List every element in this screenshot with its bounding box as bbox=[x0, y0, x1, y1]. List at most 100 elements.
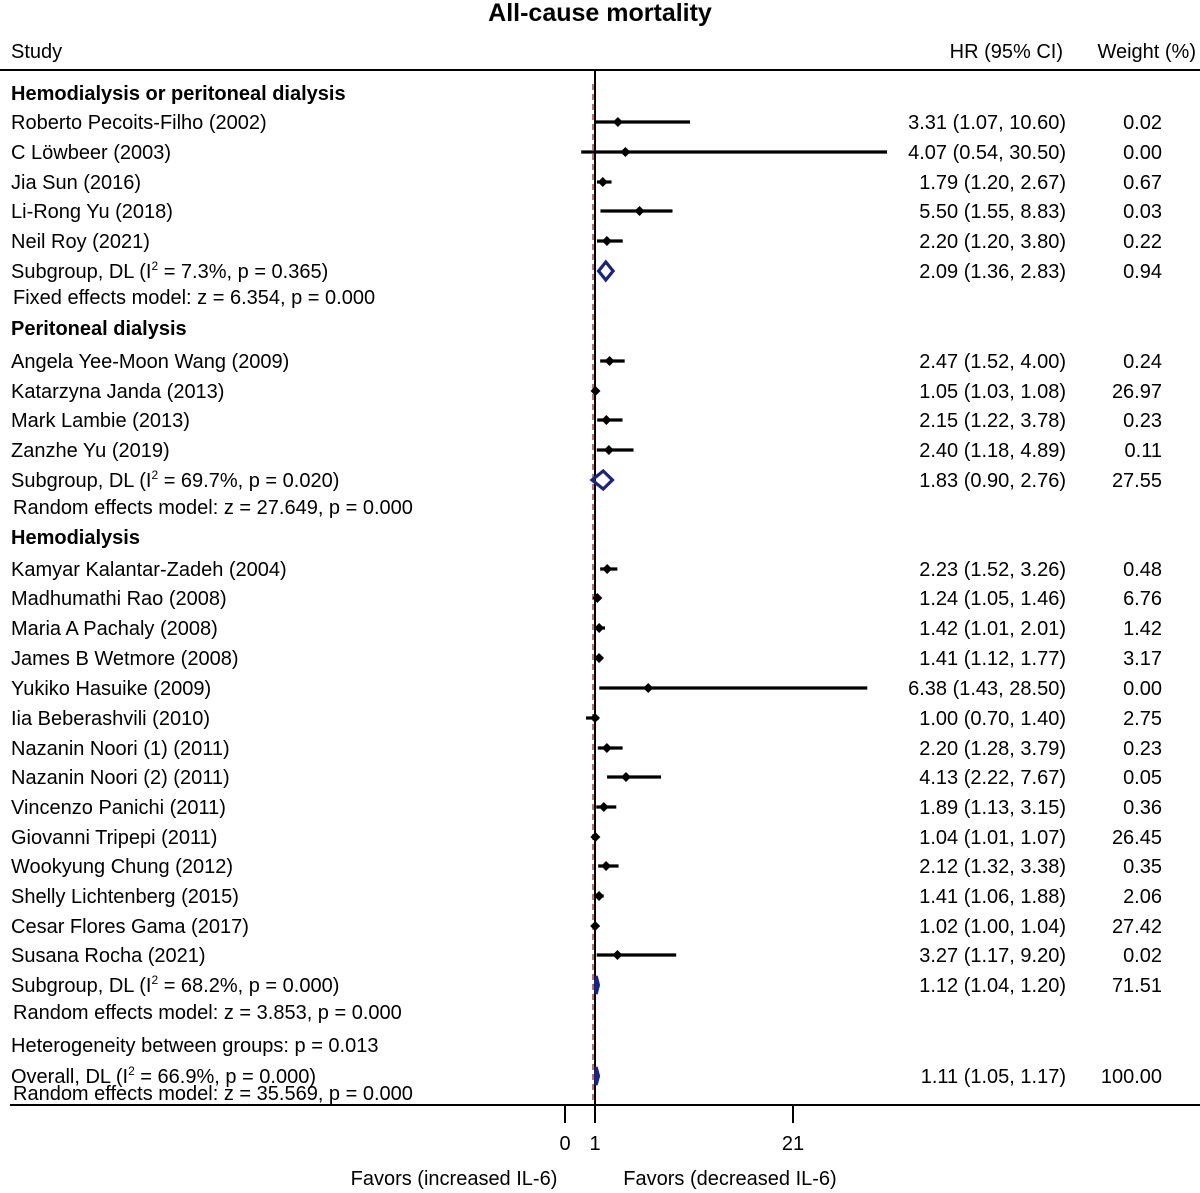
subgroup-label: Subgroup, DL (I2 = 69.7%, p = 0.020) bbox=[11, 468, 339, 492]
study-hr-ci: 5.50 (1.55, 8.83) bbox=[919, 201, 1066, 223]
chart-title: All-cause mortality bbox=[488, 0, 712, 27]
study-weight: 0.02 bbox=[1123, 945, 1162, 967]
study-weight: 26.97 bbox=[1112, 381, 1162, 403]
x-tick-label: 1 bbox=[589, 1133, 600, 1155]
study-weight: 27.42 bbox=[1112, 916, 1162, 938]
study-hr-ci: 1.79 (1.20, 2.67) bbox=[919, 172, 1066, 194]
point-estimate bbox=[598, 802, 609, 812]
study-label: Jia Sun (2016) bbox=[11, 172, 141, 194]
study-hr-ci: 4.07 (0.54, 30.50) bbox=[908, 142, 1066, 164]
study-hr-ci: 2.40 (1.18, 4.89) bbox=[919, 440, 1066, 462]
study-label: Shelly Lichtenberg (2015) bbox=[11, 886, 239, 908]
study-weight: 0.24 bbox=[1123, 351, 1162, 373]
group-heading: Hemodialysis or peritoneal dialysis bbox=[11, 83, 346, 105]
point-estimate bbox=[601, 415, 612, 425]
overall-hr-ci: 1.11 (1.05, 1.17) bbox=[921, 1066, 1066, 1088]
group-heading: Peritoneal dialysis bbox=[11, 318, 187, 340]
point-estimate bbox=[602, 564, 613, 574]
study-weight: 0.48 bbox=[1123, 559, 1162, 581]
study-weight: 1.42 bbox=[1123, 618, 1162, 640]
study-weight: 0.02 bbox=[1123, 112, 1162, 134]
study-label: Angela Yee-Moon Wang (2009) bbox=[11, 351, 289, 373]
study-label: Li-Rong Yu (2018) bbox=[11, 201, 173, 223]
pooled-diamond bbox=[589, 468, 615, 492]
study-label: Iia Beberashvili (2010) bbox=[11, 708, 210, 730]
study-label: Maria A Pachaly (2008) bbox=[11, 618, 218, 640]
subgroup-label: Subgroup, DL (I2 = 7.3%, p = 0.365) bbox=[11, 259, 328, 283]
model-statistic: Fixed effects model: z = 6.354, p = 0.00… bbox=[13, 287, 375, 309]
point-estimate bbox=[594, 653, 605, 663]
study-weight: 26.45 bbox=[1112, 827, 1162, 849]
favors-left-label: Favors (increased IL-6) bbox=[351, 1168, 558, 1190]
subgroup-weight: 0.94 bbox=[1123, 261, 1162, 283]
study-hr-ci: 1.00 (0.70, 1.40) bbox=[919, 708, 1066, 730]
study-hr-ci: 1.24 (1.05, 1.46) bbox=[919, 588, 1066, 610]
study-label: Cesar Flores Gama (2017) bbox=[11, 916, 249, 938]
point-estimate bbox=[643, 683, 654, 693]
overall-model-statistic: Random effects model: z = 35.569, p = 0.… bbox=[13, 1083, 413, 1105]
study-hr-ci: 2.12 (1.32, 3.38) bbox=[919, 856, 1066, 878]
point-estimate bbox=[590, 713, 600, 723]
study-hr-ci: 2.23 (1.52, 3.26) bbox=[919, 559, 1066, 581]
study-label: Zanzhe Yu (2019) bbox=[11, 440, 170, 462]
subgroup-weight: 71.51 bbox=[1112, 975, 1162, 997]
study-hr-ci: 2.47 (1.52, 4.00) bbox=[919, 351, 1066, 373]
point-estimate bbox=[603, 445, 614, 455]
subgroup-hr-ci: 2.09 (1.36, 2.83) bbox=[919, 261, 1066, 283]
header-hr: HR (95% CI) bbox=[950, 41, 1063, 63]
study-label: Vincenzo Panichi (2011) bbox=[11, 797, 226, 819]
study-hr-ci: 1.02 (1.00, 1.04) bbox=[919, 916, 1066, 938]
subgroup-hr-ci: 1.83 (0.90, 2.76) bbox=[919, 470, 1066, 492]
model-statistic: Random effects model: z = 3.853, p = 0.0… bbox=[13, 1002, 402, 1024]
study-weight: 0.23 bbox=[1123, 410, 1162, 432]
study-weight: 6.76 bbox=[1123, 588, 1162, 610]
point-estimate bbox=[601, 743, 612, 753]
study-hr-ci: 2.15 (1.22, 3.78) bbox=[919, 410, 1066, 432]
point-estimate bbox=[601, 236, 612, 246]
study-label: Wookyung Chung (2012) bbox=[11, 856, 233, 878]
point-estimate bbox=[612, 950, 623, 960]
point-estimate bbox=[592, 593, 603, 603]
subgroup-hr-ci: 1.12 (1.04, 1.20) bbox=[919, 975, 1066, 997]
study-hr-ci: 1.42 (1.01, 2.01) bbox=[919, 618, 1066, 640]
study-hr-ci: 6.38 (1.43, 28.50) bbox=[908, 678, 1066, 700]
study-hr-ci: 1.89 (1.13, 3.15) bbox=[919, 797, 1066, 819]
header-study: Study bbox=[11, 41, 62, 63]
favors-right-label: Favors (decreased IL-6) bbox=[623, 1168, 836, 1190]
group-heading: Hemodialysis bbox=[11, 527, 140, 549]
study-label: Giovanni Tripepi (2011) bbox=[11, 827, 217, 849]
study-label: Roberto Pecoits-Filho (2002) bbox=[11, 112, 267, 134]
point-estimate bbox=[604, 356, 615, 366]
study-weight: 2.06 bbox=[1123, 886, 1162, 908]
study-hr-ci: 1.05 (1.03, 1.08) bbox=[919, 381, 1066, 403]
study-label: Mark Lambie (2013) bbox=[11, 410, 190, 432]
point-estimate bbox=[597, 177, 608, 187]
study-weight: 0.03 bbox=[1123, 201, 1162, 223]
point-estimate bbox=[590, 832, 601, 842]
point-estimate bbox=[620, 772, 631, 782]
overall-label: Overall, DL (I2 = 66.9%, p = 0.000) bbox=[11, 1064, 316, 1088]
point-estimate bbox=[620, 147, 631, 157]
study-weight: 3.17 bbox=[1123, 648, 1162, 670]
study-weight: 0.00 bbox=[1123, 678, 1162, 700]
study-weight: 0.35 bbox=[1123, 856, 1162, 878]
pooled-diamond bbox=[596, 259, 616, 283]
model-statistic: Random effects model: z = 27.649, p = 0.… bbox=[13, 497, 413, 519]
study-label: Nazanin Noori (1) (2011) bbox=[11, 738, 230, 760]
study-weight: 0.11 bbox=[1125, 440, 1162, 462]
subgroup-weight: 27.55 bbox=[1112, 470, 1162, 492]
study-weight: 0.00 bbox=[1123, 142, 1162, 164]
study-label: C Löwbeer (2003) bbox=[11, 142, 171, 164]
study-hr-ci: 3.31 (1.07, 10.60) bbox=[908, 112, 1066, 134]
study-label: Katarzyna Janda (2013) bbox=[11, 381, 224, 403]
study-weight: 0.36 bbox=[1123, 797, 1162, 819]
study-hr-ci: 1.41 (1.12, 1.77) bbox=[919, 648, 1066, 670]
study-label: James B Wetmore (2008) bbox=[11, 648, 239, 670]
point-estimate bbox=[594, 891, 605, 901]
subgroup-label: Subgroup, DL (I2 = 68.2%, p = 0.000) bbox=[11, 973, 339, 997]
x-tick-label: 21 bbox=[782, 1133, 804, 1155]
study-weight: 0.05 bbox=[1123, 767, 1162, 789]
point-estimate bbox=[594, 623, 605, 633]
point-estimate bbox=[601, 861, 612, 871]
